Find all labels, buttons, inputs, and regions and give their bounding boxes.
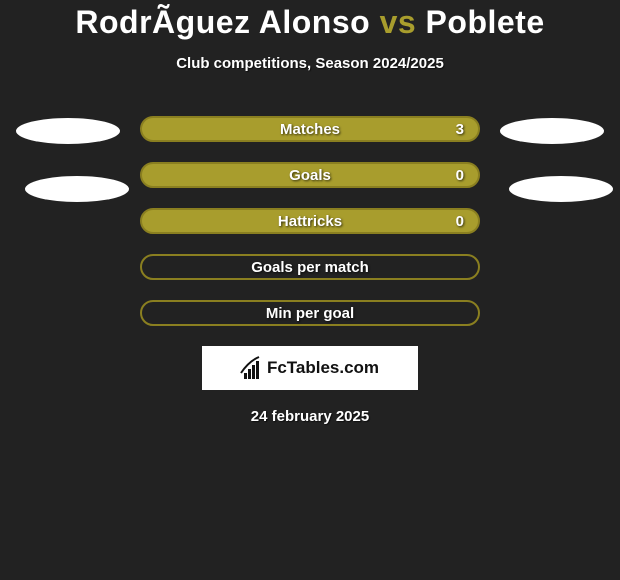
stat-bar-value: 3 <box>456 121 464 138</box>
logo-box: FcTables.com <box>202 346 418 390</box>
stat-bar-label: Min per goal <box>266 305 354 322</box>
subtitle: Club competitions, Season 2024/2025 <box>176 55 444 72</box>
stat-bar-label: Hattricks <box>278 213 342 230</box>
main-container: RodrÃ­guez Alonso vs Poblete Club compet… <box>0 0 620 425</box>
stat-bar-label: Matches <box>280 121 340 138</box>
stat-bar-value: 0 <box>456 167 464 184</box>
title-player1: RodrÃ­guez Alonso <box>75 4 370 40</box>
stats-area: Matches 3 Goals 0 Hattricks 0 Goals per match M… <box>0 116 620 326</box>
page-title: RodrÃ­guez Alonso vs Poblete <box>75 4 544 41</box>
title-player2: Poblete <box>426 4 545 40</box>
left-player-column <box>8 116 128 326</box>
player-value-ellipse <box>509 176 613 202</box>
stat-bar-label: Goals <box>289 167 331 184</box>
stat-bar: Goals 0 <box>140 162 480 188</box>
player-value-ellipse <box>500 118 604 144</box>
logo-text: FcTables.com <box>267 358 379 378</box>
player-value-ellipse <box>25 176 129 202</box>
date-label: 24 february 2025 <box>251 408 369 425</box>
stat-bar: Matches 3 <box>140 116 480 142</box>
fctables-logo-icon <box>241 357 263 379</box>
player-value-ellipse <box>16 118 120 144</box>
stat-bar: Hattricks 0 <box>140 208 480 234</box>
title-vs: vs <box>380 4 417 40</box>
stats-bars-column: Matches 3 Goals 0 Hattricks 0 Goals per match M… <box>140 116 480 326</box>
stat-bar: Min per goal <box>140 300 480 326</box>
right-player-column <box>492 116 612 326</box>
stat-bar: Goals per match <box>140 254 480 280</box>
stat-bar-value: 0 <box>456 213 464 230</box>
stat-bar-label: Goals per match <box>251 259 369 276</box>
